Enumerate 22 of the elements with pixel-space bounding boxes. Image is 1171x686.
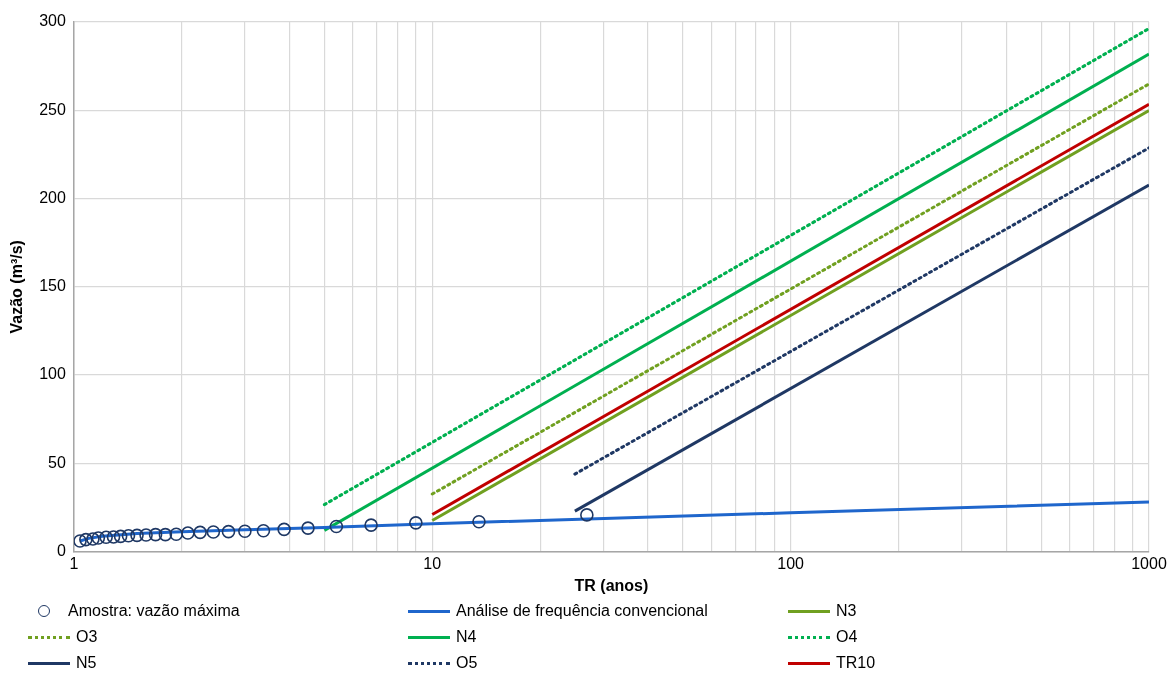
legend-label: O3 — [76, 628, 98, 646]
y-tick-label: 100 — [39, 365, 66, 383]
x-axis-title: TR (anos) — [574, 576, 649, 594]
y-tick-label: 300 — [39, 12, 66, 30]
legend-label: O4 — [836, 628, 858, 646]
legend-label: O5 — [456, 654, 478, 672]
legend-label: N3 — [836, 602, 857, 620]
y-tick-label: 250 — [39, 100, 66, 118]
x-tick-label: 100 — [777, 554, 805, 572]
y-tick-label: 150 — [39, 277, 66, 295]
x-tick-label: 1 — [69, 554, 79, 572]
y-axis-title: Vazão (m³/s) — [8, 240, 26, 334]
legend-label: TR10 — [836, 654, 876, 672]
x-tick-label: 1000 — [1131, 554, 1167, 572]
y-tick-label: 0 — [56, 542, 66, 560]
legend-label: N5 — [76, 654, 97, 672]
y-tick-label: 200 — [39, 188, 66, 206]
legend-label: Amostra: vazão máxima — [68, 602, 240, 620]
legend-label: Análise de frequência convencional — [456, 602, 708, 620]
y-tick-label: 50 — [48, 453, 66, 471]
x-tick-label: 10 — [423, 554, 442, 572]
legend-label: N4 — [456, 628, 477, 646]
